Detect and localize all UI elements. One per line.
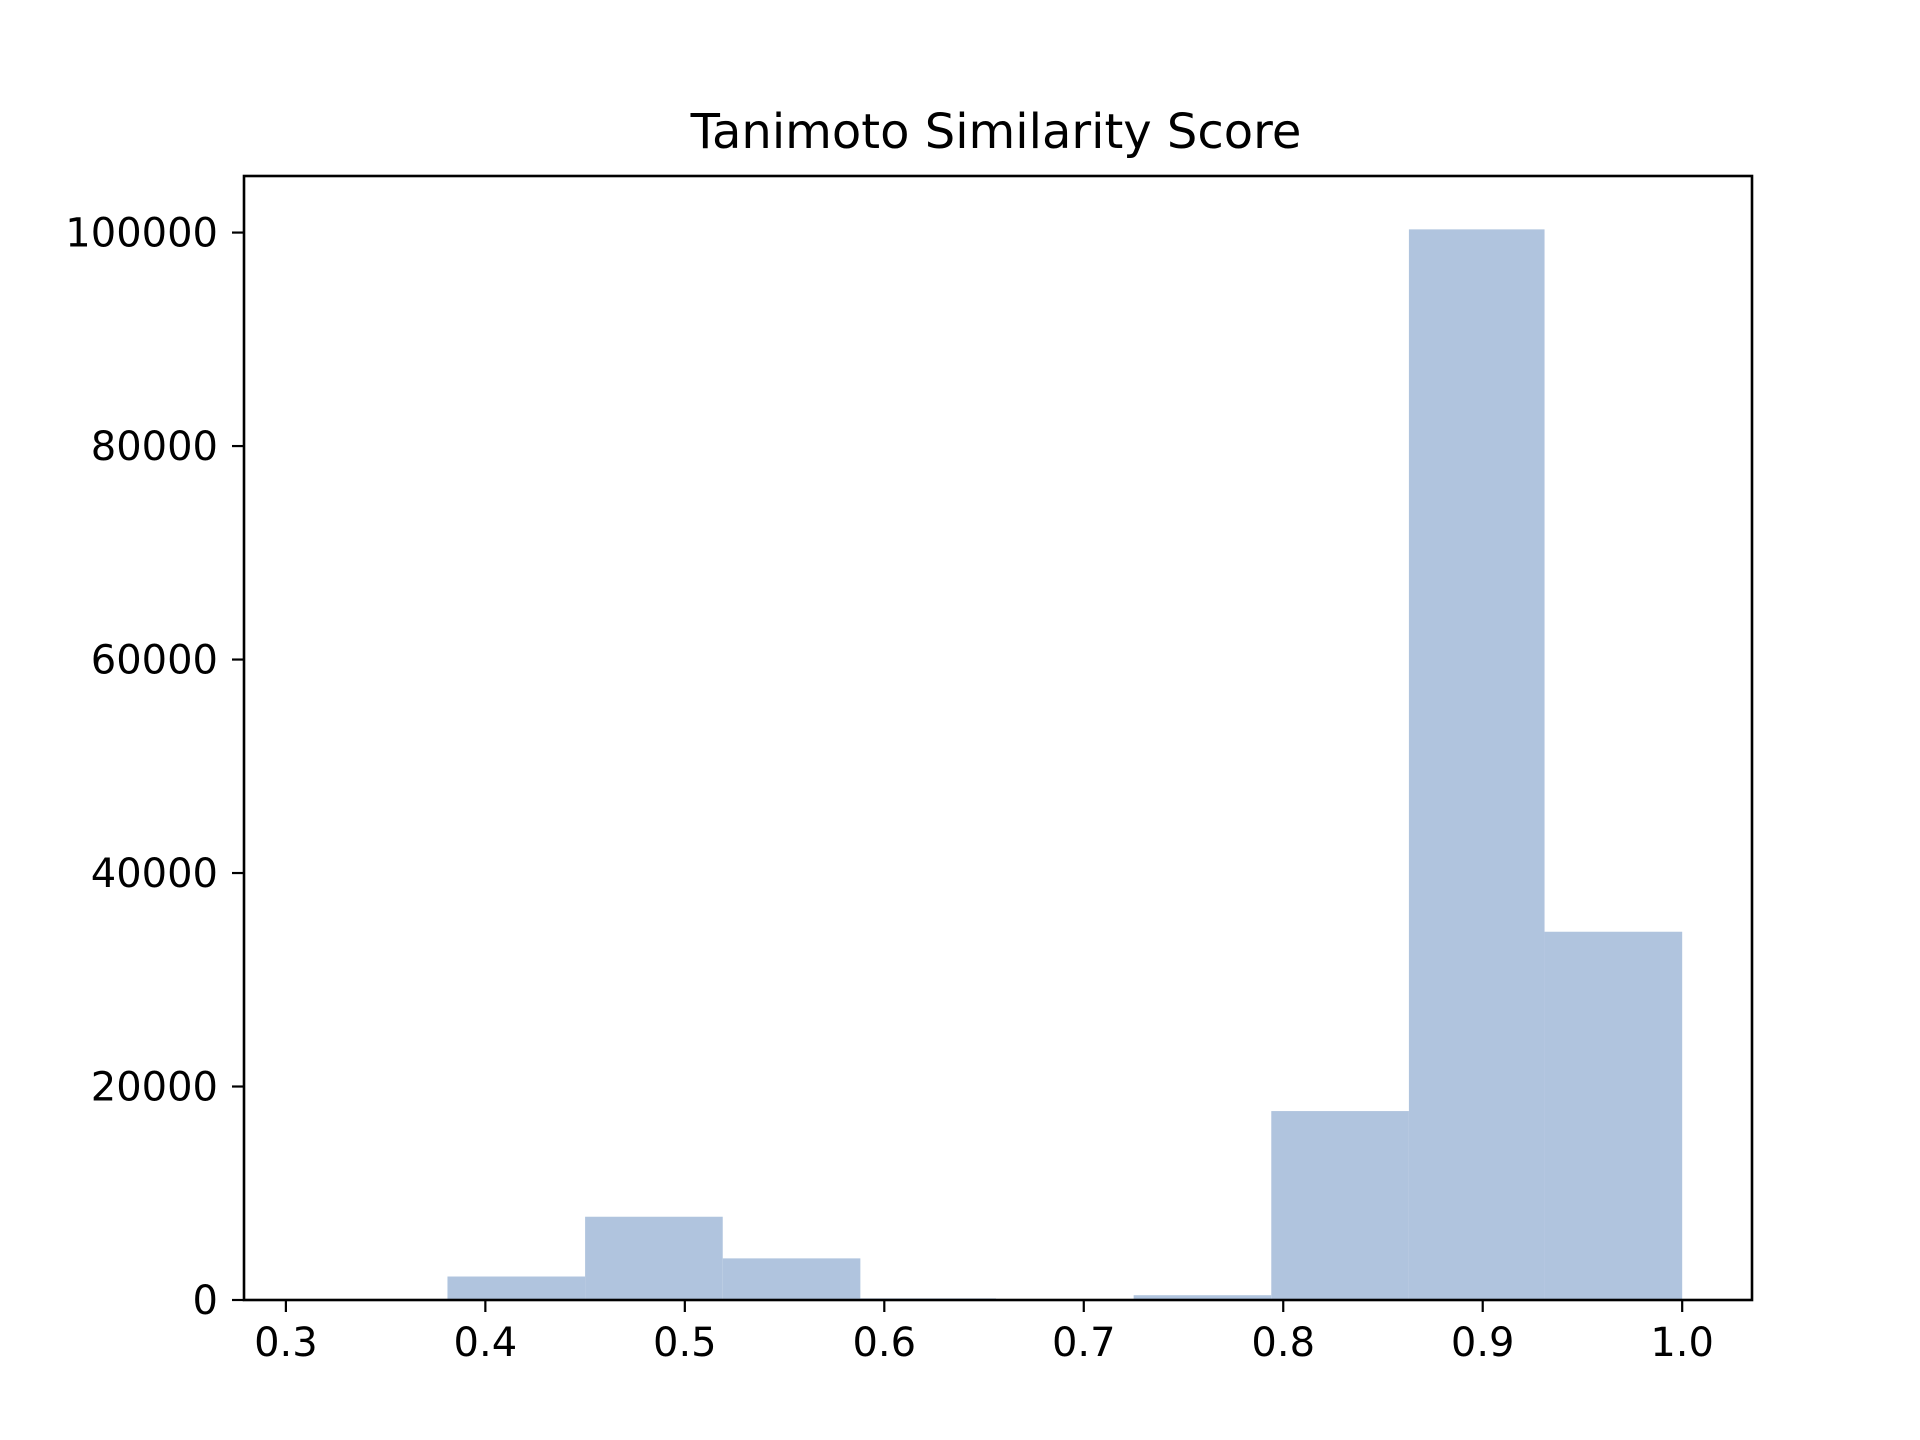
x-tick-label: 0.3	[254, 1320, 318, 1366]
histogram-bar-2	[585, 1216, 723, 1300]
plot-frame	[242, 174, 1754, 1302]
histogram-bar-8	[1408, 229, 1545, 1300]
x-tick-label: 0.7	[1052, 1320, 1116, 1366]
y-tick-label: 0	[193, 1278, 218, 1324]
y-axis: 0 20000 40000 60000 80000 100000	[65, 211, 244, 1324]
x-axis: 0.3 0.4 0.5 0.6 0.7 0.8 0.9 1.0	[254, 1300, 1714, 1366]
histogram-bar-6	[1133, 1295, 1272, 1300]
y-tick-label: 100000	[65, 211, 218, 257]
chart-title: Tanimoto Similarity Score	[690, 104, 1302, 160]
y-tick-label: 60000	[91, 638, 218, 684]
x-tick-label: 1.0	[1650, 1320, 1714, 1366]
histogram-bar-1	[447, 1276, 586, 1300]
histogram-bar-3	[722, 1258, 861, 1300]
x-tick-label: 0.5	[653, 1320, 717, 1366]
x-tick-label: 0.4	[454, 1320, 518, 1366]
x-tick-label: 0.8	[1251, 1320, 1315, 1366]
y-tick-label: 20000	[91, 1065, 218, 1111]
x-tick-label: 0.6	[852, 1320, 916, 1366]
histogram-bar-7	[1271, 1111, 1409, 1300]
x-tick-label: 0.9	[1451, 1320, 1515, 1366]
y-tick-label: 40000	[91, 851, 218, 897]
histogram-bar-9	[1544, 931, 1683, 1300]
y-tick-label: 80000	[91, 424, 218, 470]
bars-group	[447, 229, 1683, 1300]
